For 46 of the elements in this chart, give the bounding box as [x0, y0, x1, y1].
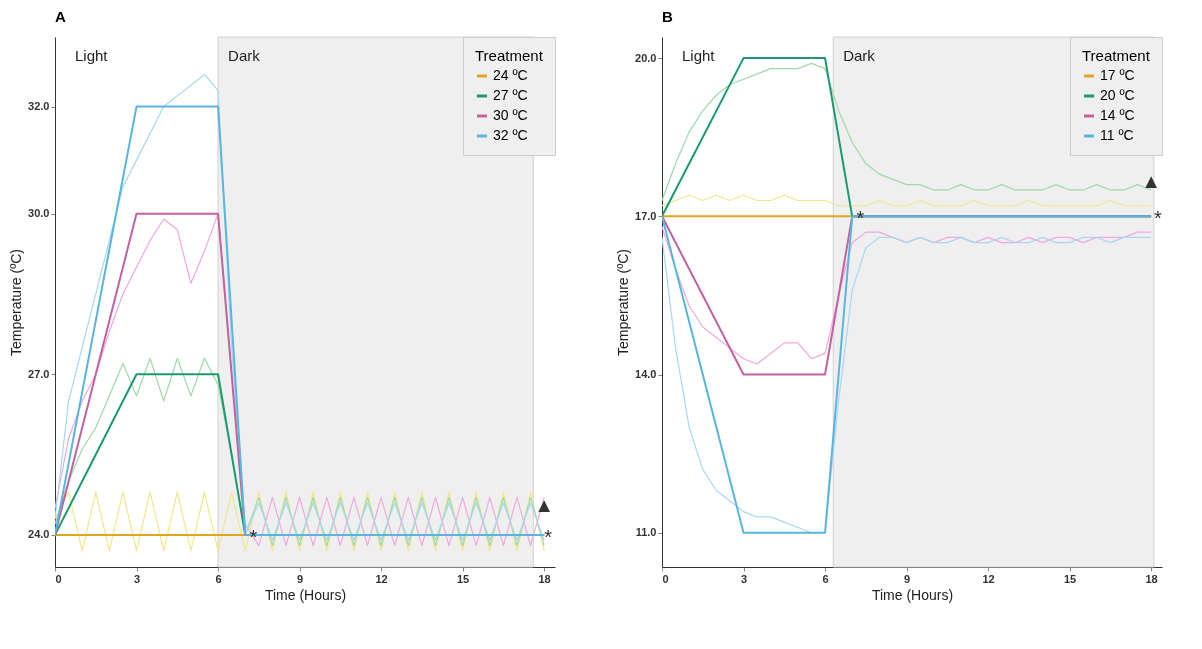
y-tick-label: 14.0 — [635, 368, 657, 381]
y-tick-label: 32.0 — [28, 100, 50, 113]
x-tick-label: 0 — [55, 572, 62, 585]
chart-title: A — [55, 7, 66, 25]
x-tick-label: 0 — [662, 572, 669, 585]
legend-label: 17 ºC — [1100, 67, 1135, 83]
chart-title: B — [662, 7, 673, 25]
legend-label: 24 ºC — [493, 67, 528, 83]
annotation: ▲ — [1141, 170, 1162, 193]
x-tick-label: 12 — [982, 572, 995, 585]
legend-label: 14 ºC — [1100, 107, 1135, 123]
legend-label: 27 ºC — [493, 87, 528, 103]
annotation: ▲ — [534, 493, 555, 516]
legend-label: 32 ºC — [493, 127, 528, 143]
y-tick-label: 24.0 — [28, 528, 50, 541]
x-tick-label: 9 — [904, 572, 911, 585]
x-tick-label: 18 — [538, 572, 551, 585]
legend-title: Treatment — [1082, 47, 1151, 64]
y-tick-label: 27.0 — [28, 367, 50, 380]
y-axis-title: Temperature (ºC) — [8, 248, 25, 357]
band-label: Dark — [228, 47, 261, 64]
legend-label: 11 ºC — [1100, 127, 1134, 143]
x-tick-label: 9 — [297, 572, 304, 585]
x-tick-label: 3 — [740, 572, 748, 585]
y-tick-label: 11.0 — [635, 526, 657, 539]
x-tick-label: 18 — [1145, 572, 1158, 585]
x-tick-label: 3 — [133, 572, 141, 585]
x-axis-title: Time (Hours) — [264, 586, 347, 603]
legend-label: 20 ºC — [1100, 87, 1135, 103]
y-tick-label: 20.0 — [635, 51, 657, 64]
y-tick-label: 30.0 — [28, 207, 50, 220]
annotation: Light — [75, 47, 109, 64]
legend-label: 30 ºC — [493, 107, 528, 123]
x-tick-label: 12 — [375, 572, 388, 585]
y-tick-label: 17.0 — [635, 209, 657, 222]
legend-title: Treatment — [475, 47, 544, 64]
annotation: * — [544, 525, 553, 548]
x-tick-label: 6 — [822, 572, 829, 585]
x-axis-title: Time (Hours) — [871, 586, 954, 603]
band-label: Dark — [843, 47, 876, 64]
x-tick-label: 15 — [1063, 572, 1077, 585]
x-tick-label: 15 — [456, 572, 470, 585]
x-tick-label: 6 — [215, 572, 222, 585]
annotation: * — [1154, 207, 1163, 230]
y-axis-title: Temperature (ºC) — [615, 248, 632, 357]
annotation: Light — [682, 47, 716, 64]
